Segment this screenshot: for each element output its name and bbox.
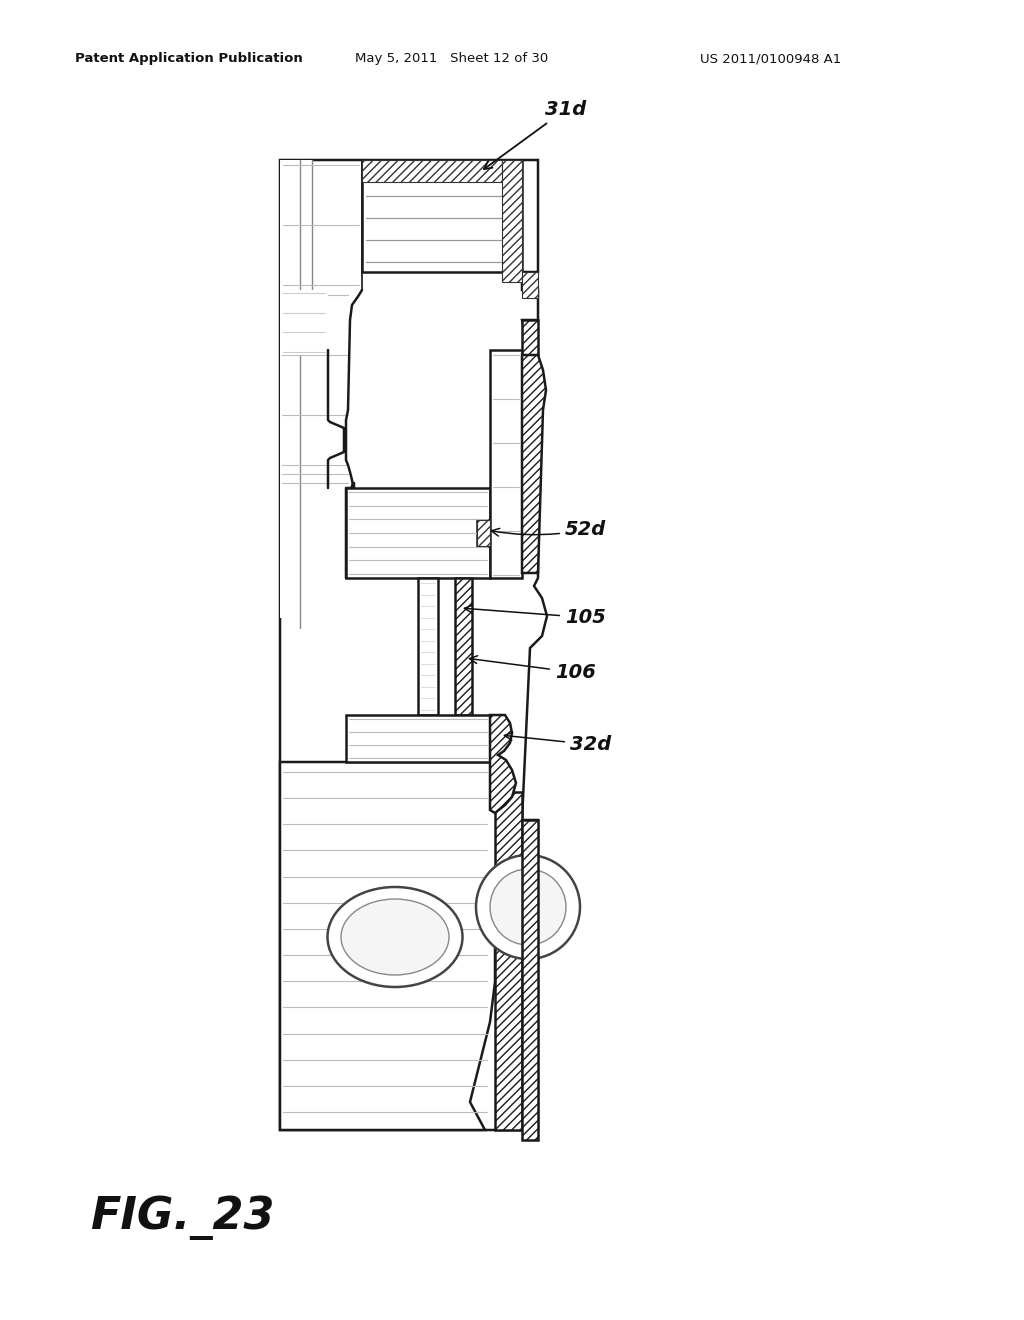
- Text: US 2011/0100948 A1: US 2011/0100948 A1: [700, 51, 842, 65]
- Circle shape: [490, 869, 566, 945]
- Polygon shape: [490, 350, 522, 578]
- Polygon shape: [522, 820, 538, 1140]
- Ellipse shape: [328, 887, 463, 987]
- Text: 105: 105: [465, 605, 606, 627]
- Polygon shape: [346, 488, 490, 578]
- Polygon shape: [477, 520, 490, 546]
- Polygon shape: [280, 160, 547, 1130]
- Polygon shape: [418, 578, 438, 715]
- Ellipse shape: [341, 899, 449, 975]
- Polygon shape: [522, 355, 546, 573]
- Polygon shape: [362, 160, 522, 272]
- Polygon shape: [455, 578, 472, 715]
- Polygon shape: [280, 290, 328, 355]
- Text: 32d: 32d: [505, 733, 611, 754]
- Text: 52d: 52d: [492, 520, 606, 539]
- Polygon shape: [280, 762, 500, 1130]
- Polygon shape: [522, 319, 538, 355]
- Text: 31d: 31d: [484, 100, 587, 169]
- Polygon shape: [522, 272, 538, 298]
- Polygon shape: [280, 160, 312, 618]
- Circle shape: [476, 855, 580, 960]
- Polygon shape: [346, 715, 490, 762]
- Text: Patent Application Publication: Patent Application Publication: [75, 51, 303, 65]
- Polygon shape: [502, 160, 522, 282]
- Text: 106: 106: [469, 656, 596, 682]
- Polygon shape: [490, 715, 516, 813]
- Text: FIG._23: FIG._23: [90, 1195, 274, 1239]
- Polygon shape: [362, 160, 502, 182]
- Polygon shape: [495, 792, 522, 1130]
- Text: May 5, 2011   Sheet 12 of 30: May 5, 2011 Sheet 12 of 30: [355, 51, 548, 65]
